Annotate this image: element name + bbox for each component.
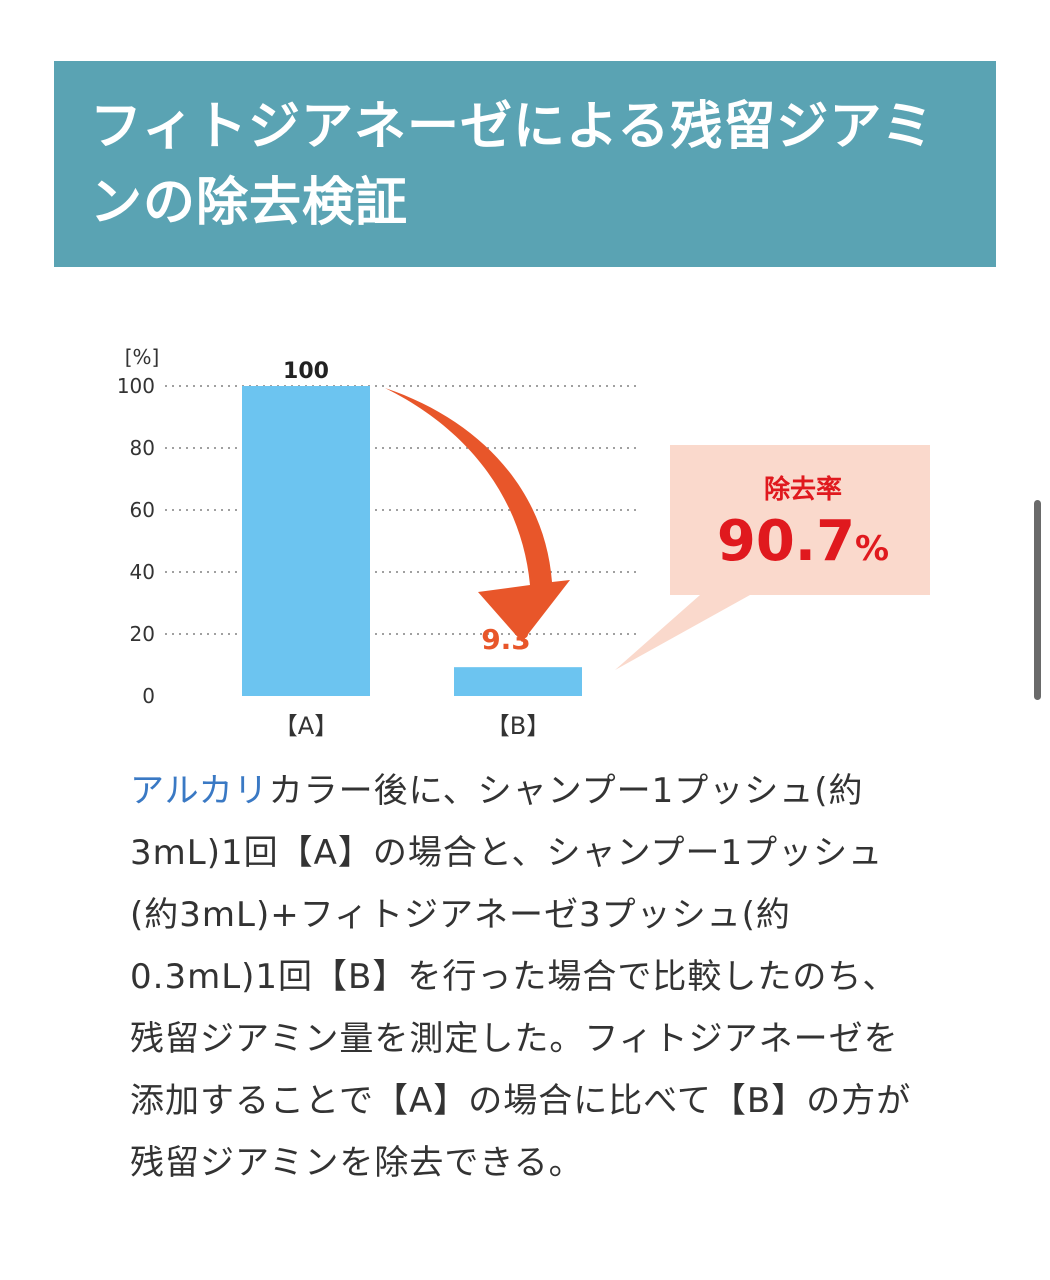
x-axis-categories: 【A】 【B】 bbox=[274, 712, 550, 740]
y-tick-label: 80 bbox=[130, 436, 155, 460]
y-tick-label: 20 bbox=[130, 622, 155, 646]
y-tick-label: 100 bbox=[117, 374, 155, 398]
bar-b bbox=[454, 667, 582, 696]
y-axis-label: [%] bbox=[125, 345, 160, 369]
description-body: カラー後に、シャンプー1プッシュ(約3mL)1回【A】の場合と、シャンプー1プッ… bbox=[130, 771, 912, 1183]
description-text: アルカリカラー後に、シャンプー1プッシュ(約3mL)1回【A】の場合と、シャンプ… bbox=[130, 760, 930, 1194]
removal-rate-callout: 除去率 90.7% bbox=[615, 445, 930, 670]
callout-label: 除去率 bbox=[764, 474, 842, 505]
category-label: 【A】 bbox=[274, 712, 338, 740]
bar-value-label: 100 bbox=[283, 359, 329, 384]
callout-value: 90.7% bbox=[717, 509, 889, 574]
chart-bars bbox=[242, 386, 582, 696]
chart-grid bbox=[165, 385, 640, 635]
page-title: フィトジアネーゼによる残留ジアミンの除去検証 bbox=[90, 97, 935, 233]
title-banner: フィトジアネーゼによる残留ジアミンの除去検証 bbox=[54, 61, 996, 267]
y-tick-label: 40 bbox=[130, 560, 155, 584]
description-highlight: アルカリ bbox=[130, 771, 269, 811]
category-label: 【B】 bbox=[486, 712, 550, 740]
y-axis-ticks: 0 20 40 60 80 100 bbox=[117, 374, 155, 708]
bar-a bbox=[242, 386, 370, 696]
callout-unit: % bbox=[855, 529, 889, 569]
callout-number: 90.7 bbox=[717, 509, 855, 574]
scrollbar-thumb[interactable] bbox=[1034, 500, 1041, 700]
y-tick-label: 0 bbox=[142, 684, 155, 708]
decrease-arrow bbox=[385, 388, 570, 642]
y-tick-label: 60 bbox=[130, 498, 155, 522]
